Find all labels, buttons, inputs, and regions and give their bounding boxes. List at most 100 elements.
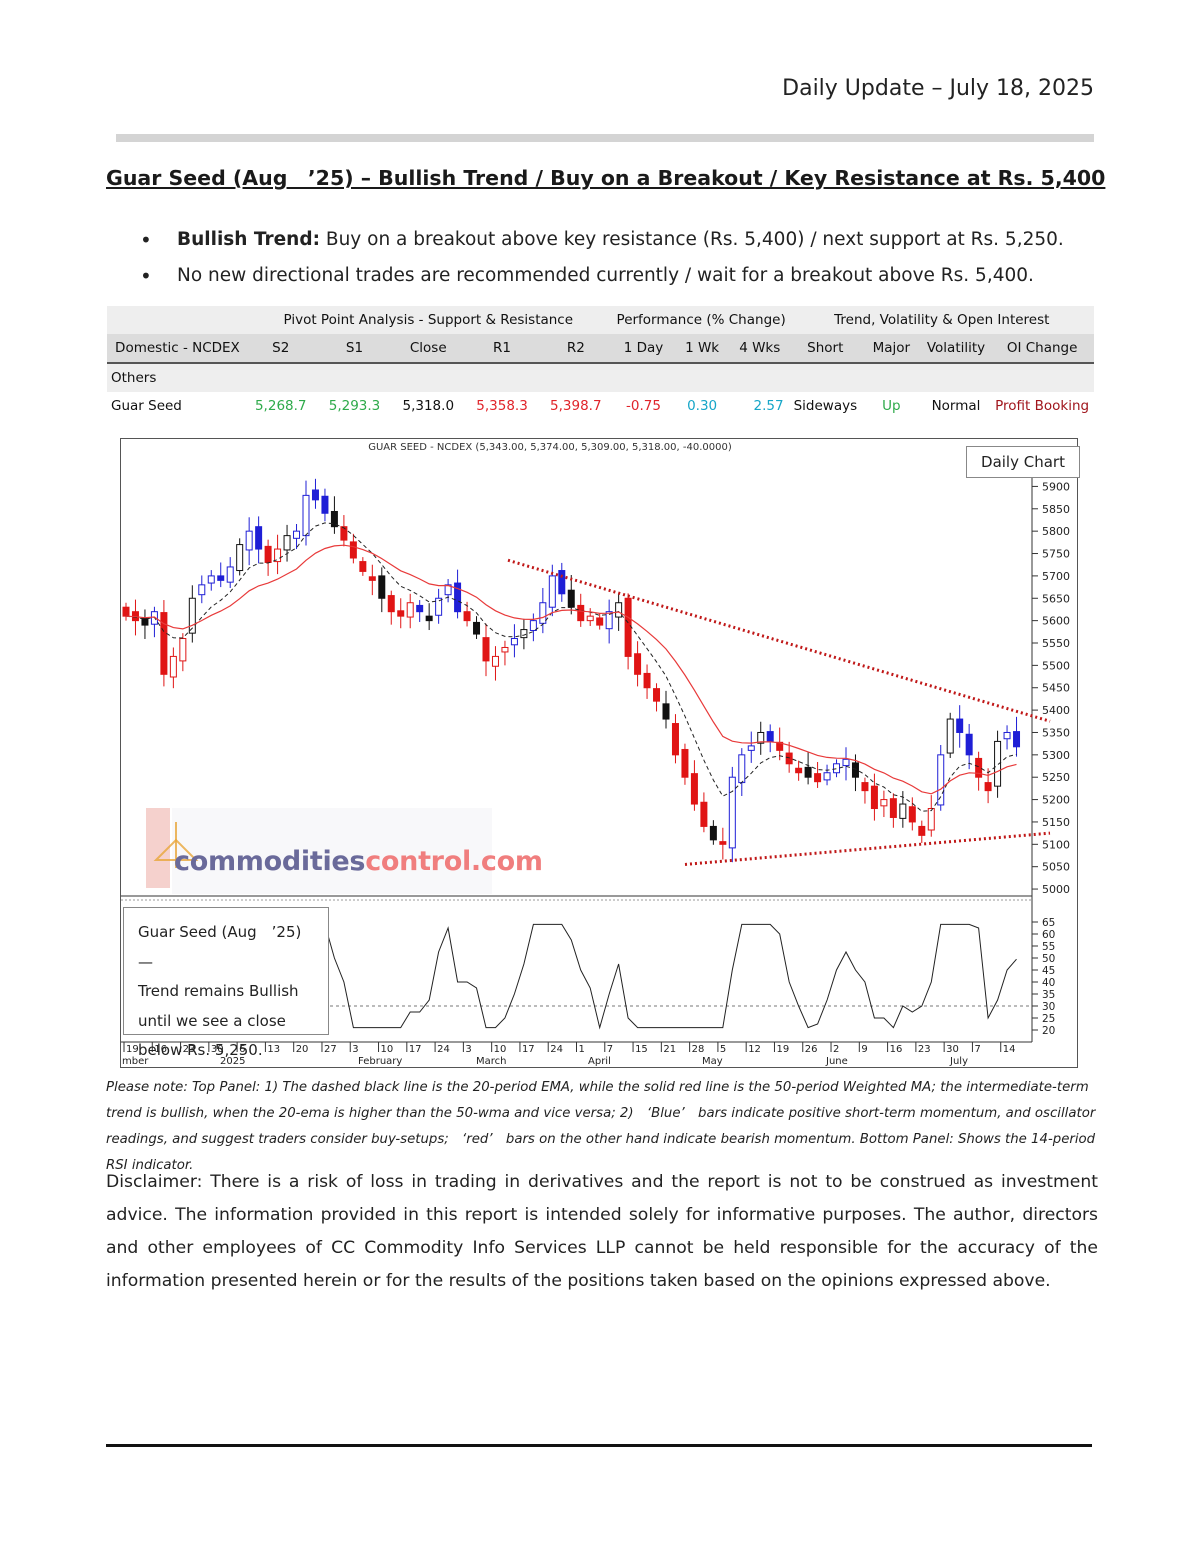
candle-body [179, 638, 187, 662]
candle-body [217, 575, 225, 581]
candle-body [861, 782, 869, 792]
col-header: Short [807, 340, 844, 356]
candle-body [728, 776, 736, 849]
key-points: Bullish Trend: Buy on a breakout above k… [140, 222, 1064, 294]
x-tick-label: 19 [776, 1044, 789, 1055]
candle-body [937, 754, 945, 806]
candle-body [956, 718, 964, 733]
candle-body [1013, 731, 1021, 748]
col-header: S2 [272, 340, 290, 356]
candle-body [1003, 731, 1011, 740]
x-tick-label: 16 [154, 1044, 167, 1055]
candle-body [605, 611, 613, 630]
candle-body [567, 589, 575, 608]
candle-body [747, 745, 755, 751]
x-tick-label: 16 [890, 1044, 903, 1055]
candle-body [662, 703, 670, 720]
rsi-tick-label: 65 [1042, 917, 1055, 929]
chart-title: GUAR SEED - NCDEX (5,343.00, 5,374.00, 5… [368, 442, 732, 453]
candle-body [577, 604, 585, 622]
x-tick-label: 21 [663, 1044, 676, 1055]
candle-body [198, 584, 206, 596]
x-tick-label: 23 [183, 1044, 196, 1055]
disclaimer: Disclaimer: There is a risk of loss in t… [106, 1172, 1098, 1291]
x-tick-label: 30 [211, 1044, 224, 1055]
col-header: Domestic - NCDEX [115, 340, 240, 356]
group-performance: Performance (% Change) [616, 312, 786, 328]
cell-s2: 5,268.7 [243, 392, 318, 420]
x-month-label: mber [122, 1056, 149, 1067]
candle-body [207, 575, 215, 584]
x-tick-label: 19 [126, 1044, 139, 1055]
candle-body [378, 575, 386, 599]
cell-close: 5,318.0 [391, 392, 466, 420]
resistance-trendline [507, 558, 1051, 723]
candle-body [653, 688, 661, 702]
y-tick-label: 5550 [1042, 637, 1070, 650]
cell-4wks: 2.57 [729, 392, 790, 420]
candle-body [454, 582, 462, 613]
candle-body [984, 782, 992, 792]
candle-body [226, 566, 234, 583]
daily-chart: GUAR SEED - NCDEX (5,343.00, 5,374.00, 5… [120, 438, 1080, 1068]
rsi-tick-label: 40 [1042, 977, 1055, 989]
rsi-tick-label: 35 [1042, 989, 1055, 1001]
col-header: 1 Wk [685, 340, 720, 356]
candle-body [823, 772, 831, 781]
candle-body [870, 785, 878, 810]
candle-body [188, 597, 196, 634]
ema20-line [125, 522, 1017, 812]
x-tick-label: 5 [720, 1044, 726, 1055]
support-trendline [684, 831, 1051, 866]
rsi-tick-label: 20 [1042, 1025, 1055, 1037]
candle-body [795, 767, 803, 774]
x-month-label: April [588, 1056, 611, 1067]
col-header: 4 Wks [739, 340, 781, 356]
y-tick-label: 5150 [1042, 816, 1070, 829]
candle-body [558, 570, 566, 595]
candle-body [122, 606, 130, 617]
cell-r1: 5,358.3 [465, 392, 539, 420]
rsi-tick-label: 55 [1042, 941, 1055, 953]
candle-body [330, 510, 338, 528]
rsi-tick-label: 50 [1042, 953, 1055, 965]
candle-body [255, 526, 263, 550]
y-tick-label: 5250 [1042, 771, 1070, 784]
col-header: R1 [493, 340, 512, 356]
logo-icon [146, 808, 492, 894]
group-pivot: Pivot Point Analysis - Support & Resista… [283, 312, 574, 328]
candle-body [804, 766, 812, 778]
watermark-logo: commoditiescontrol.com [132, 808, 543, 894]
x-tick-label: 26 [805, 1044, 818, 1055]
candle-body [529, 620, 537, 631]
candle-body [975, 757, 983, 778]
table-row: Guar Seed 5,268.7 5,293.3 5,318.0 5,358.… [107, 392, 1094, 420]
candle-body [435, 597, 443, 616]
bullet-item: Bullish Trend: Buy on a breakout above k… [140, 222, 1064, 258]
x-tick-label: 6 [239, 1044, 245, 1055]
cell-s1: 5,293.3 [317, 392, 392, 420]
candle-body [738, 754, 746, 784]
candle-body [274, 548, 282, 563]
y-tick-label: 5400 [1042, 704, 1070, 717]
cell-volatility: Normal [921, 392, 991, 420]
candle-body [814, 773, 822, 783]
candle-body [245, 530, 253, 551]
rsi-tick-label: 60 [1042, 929, 1055, 941]
x-month-label: May [702, 1056, 723, 1067]
candle-body [397, 610, 405, 617]
x-month-label: February [358, 1056, 402, 1067]
candle-body [927, 808, 935, 831]
rsi-tick-label: 45 [1042, 965, 1055, 977]
rsi-annotation: Guar Seed (Aug ’25)— Trend remains Bulli… [123, 907, 329, 1059]
x-tick-label: 13 [267, 1044, 280, 1055]
x-tick-label: 12 [748, 1044, 761, 1055]
candle-body [681, 748, 689, 778]
watermark-text: commoditiescontrol.com [174, 846, 543, 877]
table-header: Domestic - NCDEX S2 S1 Close R1 R2 1 Day… [107, 334, 1094, 363]
x-month-label: July [949, 1056, 968, 1067]
candle-body [634, 653, 642, 675]
candle-body [851, 762, 859, 778]
x-tick-label: 24 [550, 1044, 563, 1055]
x-tick-label: 15 [635, 1044, 648, 1055]
